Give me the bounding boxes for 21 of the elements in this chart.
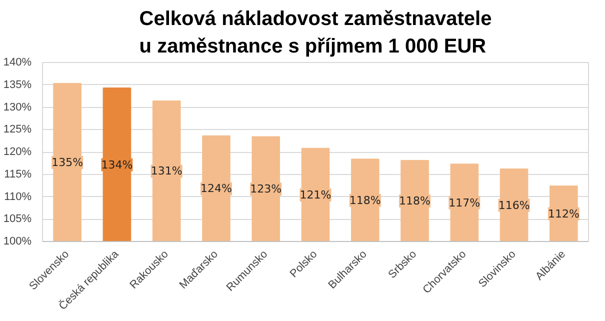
y-tick-label: 115% [4, 168, 32, 180]
data-label: 121% [300, 188, 332, 202]
y-tick-label: 120% [3, 146, 32, 158]
data-label: 116% [498, 198, 530, 212]
y-tick-label: 140% [3, 56, 32, 68]
data-label: 131% [150, 164, 182, 178]
data-label: 134% [101, 158, 133, 172]
data-label: 124% [200, 182, 232, 196]
y-tick-label: 130% [3, 101, 32, 114]
data-label: 118% [349, 194, 381, 207]
y-tick-label: 110% [4, 190, 32, 203]
data-label: 118% [399, 194, 430, 208]
y-tick-label: 100% [3, 236, 32, 248]
data-label: 135% [52, 156, 84, 170]
y-tick-label: 125% [3, 124, 32, 136]
y-tick-label: 135% [3, 78, 32, 91]
data-label: 117% [448, 196, 480, 210]
chart-title: Celková nákladovost zaměstnavatele u zaměstnance s příjmem 1 000 EUR [139, 8, 492, 58]
data-label: 112% [548, 207, 580, 220]
y-tick-label: 105% [3, 213, 32, 226]
data-label: 123% [250, 182, 282, 196]
